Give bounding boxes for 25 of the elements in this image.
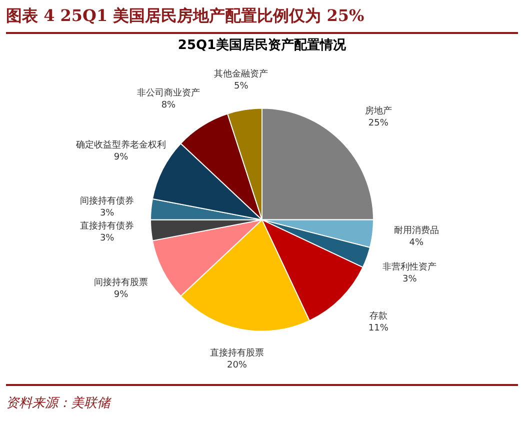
chart-subtitle: 25Q1美国居民资产配置情况	[178, 37, 348, 54]
slice-label: 存款	[369, 310, 388, 322]
data-label: 3%	[100, 234, 115, 244]
data-label: 11%	[368, 324, 389, 334]
text: 资料来源：美联储	[6, 384, 518, 412]
slice-label: 间接持有债券	[80, 196, 134, 207]
slice-label: 直接持有股票	[210, 347, 264, 358]
slice-label: 非公司商业资产	[136, 87, 200, 98]
data-label: 5%	[234, 81, 249, 92]
slice-label: 直接持有债券	[80, 220, 134, 232]
data-label: 20%	[226, 360, 248, 370]
slice-label: 间接持有股票	[94, 276, 148, 288]
data-label: 3%	[402, 274, 418, 284]
slice-label: 确定收益型养老金权利	[75, 140, 166, 151]
data-label: 9%	[114, 290, 129, 300]
data-label: 8%	[161, 100, 176, 110]
slice-label: 非营利性资产	[382, 261, 437, 272]
data-label: 9%	[114, 152, 129, 163]
slice-label: 耐用消费品	[394, 224, 439, 236]
data-label: 25%	[368, 118, 389, 129]
slice-label: 其他金融资产	[214, 68, 268, 80]
data-label: 4%	[409, 238, 424, 248]
data-label: 3%	[100, 208, 115, 219]
slice-label: 房地产	[364, 106, 392, 117]
chart-title: 图表 4 25Q1 美国居民房地产配置比例仅为 25%	[6, 6, 518, 34]
